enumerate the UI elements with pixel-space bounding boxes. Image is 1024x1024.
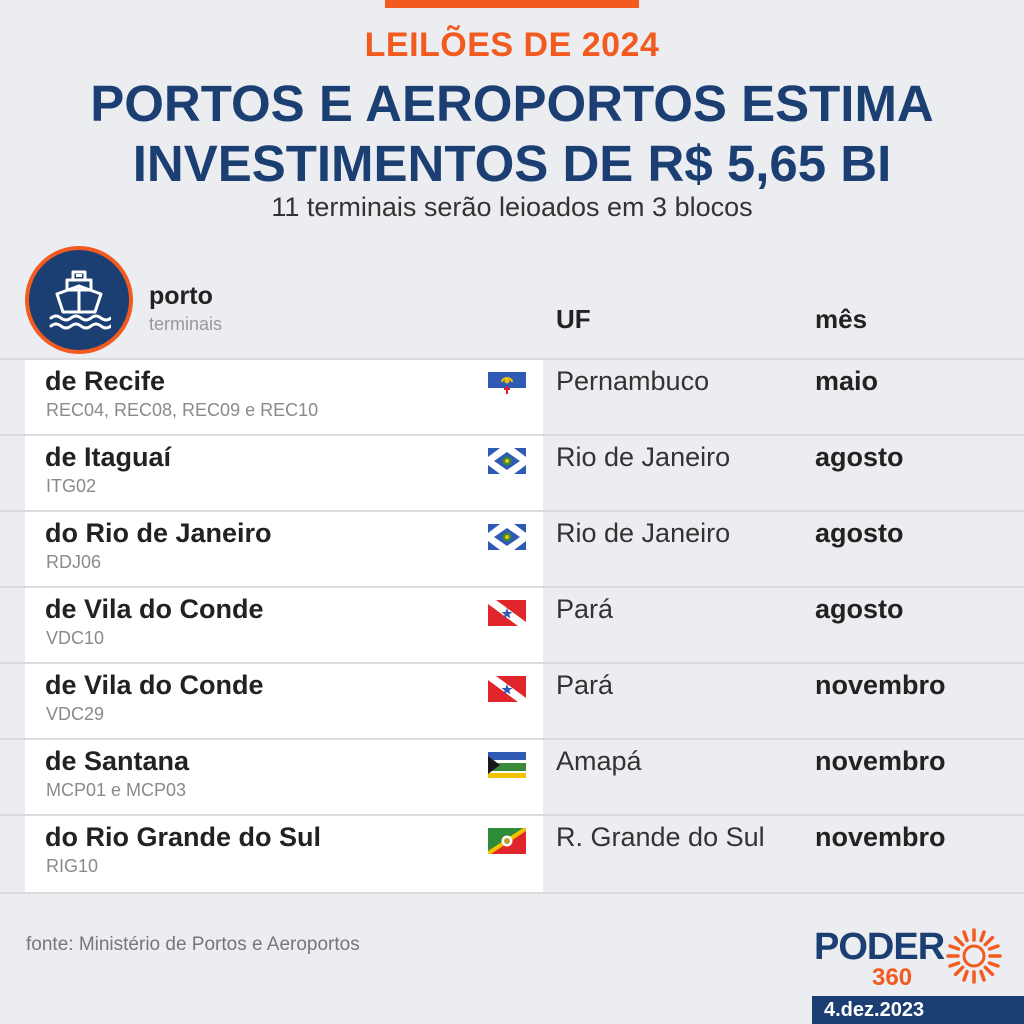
ports-panel <box>25 360 543 892</box>
poder360-logo: PODER 360 <box>812 924 1002 994</box>
auction-month: novembro <box>815 822 946 852</box>
port-name: de Vila do Conde <box>45 670 264 700</box>
state-name: Amapá <box>556 746 642 776</box>
subtitle: 11 terminais serão leioados em 3 blocos <box>271 192 753 222</box>
auction-month: novembro <box>815 670 946 700</box>
logo-name: PODER <box>814 926 945 968</box>
auction-month: agosto <box>815 518 904 548</box>
top-accent-bar <box>385 0 639 8</box>
rio-grande-do-sul-flag-icon <box>488 828 526 854</box>
source-note: fonte: Ministério de Portos e Aeroportos <box>26 934 360 955</box>
header-porto: porto <box>149 282 213 310</box>
terminal-codes: REC04, REC08, REC09 e REC10 <box>46 400 319 420</box>
state-name: Pará <box>556 594 614 624</box>
port-name: de Itaguaí <box>45 442 172 472</box>
rio-de-janeiro-flag-icon <box>488 524 526 550</box>
table-row: de Recife REC04, REC08, REC09 e REC10 Pe… <box>0 358 1024 436</box>
terminal-codes: ITG02 <box>46 476 97 496</box>
amapa-flag-icon <box>488 752 526 778</box>
auction-month: novembro <box>815 746 946 776</box>
table-row: de Vila do Conde VDC29 Pará novembro <box>0 662 1024 740</box>
table-row: de Vila do Conde VDC10 Pará agosto <box>0 586 1024 664</box>
para-flag-icon <box>488 600 526 626</box>
terminal-codes: VDC29 <box>46 704 105 724</box>
terminal-codes: RIG10 <box>46 856 99 876</box>
table-row: de Santana MCP01 e MCP03 Amapá novembro <box>0 738 1024 816</box>
ship-icon <box>25 246 133 354</box>
auction-month: agosto <box>815 442 904 472</box>
terminal-codes: MCP01 e MCP03 <box>46 780 187 800</box>
state-name: Rio de Janeiro <box>556 442 731 472</box>
port-name: de Santana <box>45 746 190 776</box>
pernambuco-flag-icon <box>488 372 526 398</box>
state-name: R. Grande do Sul <box>556 822 765 852</box>
auction-month: agosto <box>815 594 904 624</box>
port-name: do Rio de Janeiro <box>45 518 272 548</box>
rio-de-janeiro-flag-icon <box>488 448 526 474</box>
state-name: Pará <box>556 670 614 700</box>
auction-month: maio <box>815 366 879 396</box>
state-name: Rio de Janeiro <box>556 518 731 548</box>
port-name: do Rio Grande do Sul <box>45 822 321 852</box>
terminal-codes: VDC10 <box>46 628 105 648</box>
state-name: Pernambuco <box>556 366 710 396</box>
headline-line-1: PORTOS E AEROPORTOS ESTIMA <box>90 75 934 132</box>
kicker: LEILÕES DE 2024 <box>364 26 660 64</box>
port-name: de Recife <box>45 366 166 396</box>
port-name: de Vila do Conde <box>45 594 264 624</box>
table-row: do Rio Grande do Sul RIG10 R. Grande do … <box>0 814 1024 894</box>
headline: PORTOS E AEROPORTOS ESTIMA INVESTIMENTOS… <box>0 74 1024 194</box>
headline-line-2: INVESTIMENTOS DE R$ 5,65 BI <box>132 135 892 192</box>
table-row: de Itaguaí ITG02 Rio de Janeiro agosto <box>0 434 1024 512</box>
terminal-codes: RDJ06 <box>46 552 102 572</box>
para-flag-icon <box>488 676 526 702</box>
header-uf: UF <box>556 304 591 334</box>
sun-burst-icon <box>946 928 1002 984</box>
table-row: do Rio de Janeiro RDJ06 Rio de Janeiro a… <box>0 510 1024 588</box>
header-mes: mês <box>815 304 868 334</box>
header-terminais: terminais <box>149 314 223 334</box>
logo-number: 360 <box>872 964 913 991</box>
publication-date: 4.dez.2023 <box>812 996 1024 1024</box>
